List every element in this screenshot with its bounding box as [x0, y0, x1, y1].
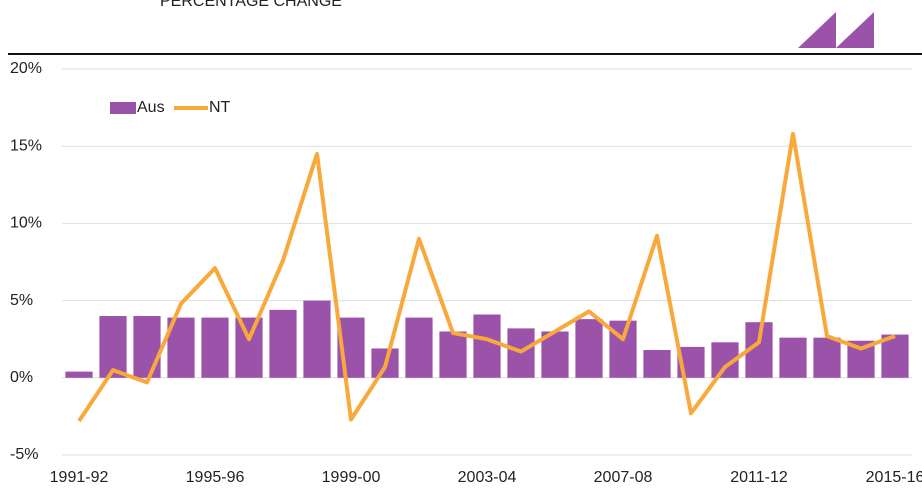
bar [643, 350, 671, 378]
legend-label: NT [209, 99, 231, 116]
x-tick-label: 2011-12 [730, 469, 788, 486]
y-tick-label: 20% [10, 60, 42, 77]
line [77, 131, 896, 423]
x-tick-label: 1995-96 [186, 469, 245, 486]
bar [99, 316, 127, 378]
bar [439, 331, 467, 378]
logo [798, 12, 836, 48]
bar [473, 314, 501, 378]
x-tick-label: 2007-08 [594, 469, 653, 486]
x-tick-label: 1999-00 [322, 469, 381, 486]
bar [201, 317, 229, 378]
y-tick-label: 15% [10, 137, 42, 154]
bar [575, 319, 603, 378]
y-tick-label: 10% [10, 215, 42, 232]
bar [405, 317, 433, 378]
bar [541, 331, 569, 378]
bar [65, 371, 93, 378]
legend-label: Aus [137, 99, 165, 116]
bar [303, 300, 331, 378]
x-tick-label: 1991-92 [50, 469, 109, 486]
y-tick-label: -5% [10, 446, 38, 463]
bar [813, 337, 841, 378]
header-title: PERCENTAGE CHANGE [160, 0, 342, 10]
bar [235, 317, 263, 378]
bar [779, 337, 807, 378]
bar [269, 309, 297, 378]
y-tick-label: 5% [10, 292, 33, 309]
bar [881, 334, 909, 378]
x-tick-label: 2003-04 [458, 469, 517, 486]
y-tick-label: 0% [10, 369, 33, 386]
legend-swatch [110, 102, 136, 114]
logo [836, 12, 874, 48]
bar [133, 316, 161, 378]
x-tick-label: 2015-16 [866, 469, 922, 486]
